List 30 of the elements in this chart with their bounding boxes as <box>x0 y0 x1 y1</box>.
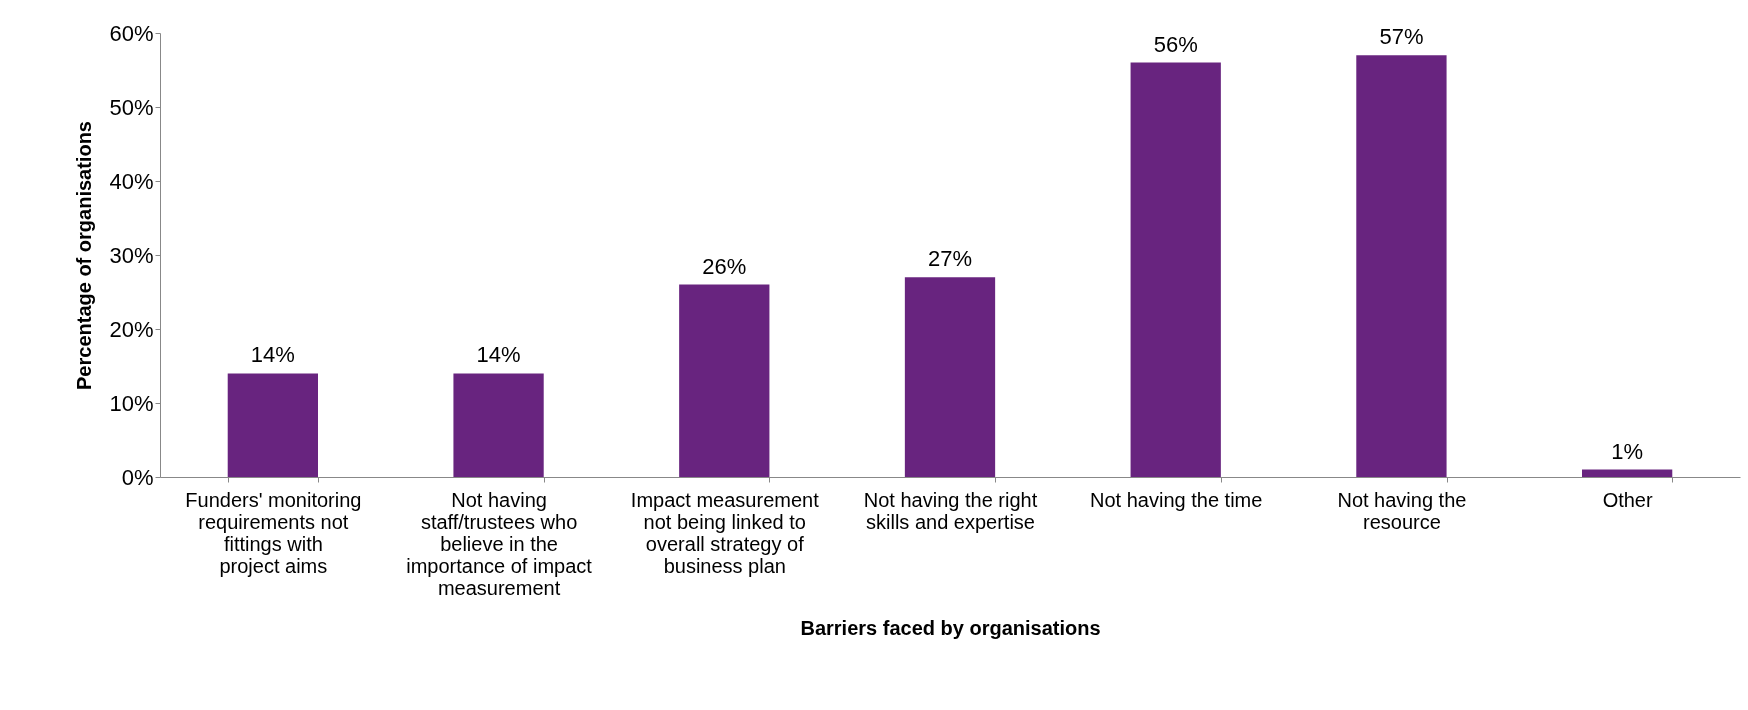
y-tick-label: 10% <box>109 390 154 416</box>
bar <box>227 373 318 477</box>
x-axis-title: Barriers faced by organisations <box>800 616 1101 639</box>
x-tick-label: Not having the right skills and expertise <box>863 488 1038 533</box>
data-label: 1% <box>1611 438 1644 464</box>
x-tick-label: Other <box>1602 488 1653 511</box>
y-axis-title: Percentage of organisations <box>73 121 96 390</box>
bar <box>1130 62 1221 477</box>
bar <box>453 373 544 477</box>
data-label: 14% <box>250 342 295 368</box>
data-label: 14% <box>476 342 521 368</box>
data-label: 26% <box>702 253 747 279</box>
y-tick-label: 50% <box>109 94 154 120</box>
bar <box>904 277 996 477</box>
data-label: 56% <box>1153 31 1198 57</box>
x-tick-label: Not having the resource <box>1337 488 1467 533</box>
bar <box>1582 469 1673 477</box>
y-tick-label: 20% <box>109 316 154 342</box>
y-tick-label: 30% <box>109 242 154 268</box>
x-tick-label: Impact measurement not being linked to overall strategy of business plan <box>630 488 820 577</box>
y-tick-label: 40% <box>109 168 154 194</box>
bar <box>679 284 770 477</box>
x-tick-label: Not having the time <box>1090 488 1263 511</box>
x-tick-label: Not having staff/trustees who believe in the importance of impact measurement <box>406 488 593 599</box>
data-label: 57% <box>1379 24 1424 50</box>
data-label: 27% <box>927 246 973 272</box>
x-tick-label: Funders' monitoring requirements not fittings with project aims <box>185 488 362 577</box>
y-tick-label: 0% <box>121 464 154 490</box>
bar <box>1356 55 1447 477</box>
y-tick-label: 60% <box>109 20 154 46</box>
